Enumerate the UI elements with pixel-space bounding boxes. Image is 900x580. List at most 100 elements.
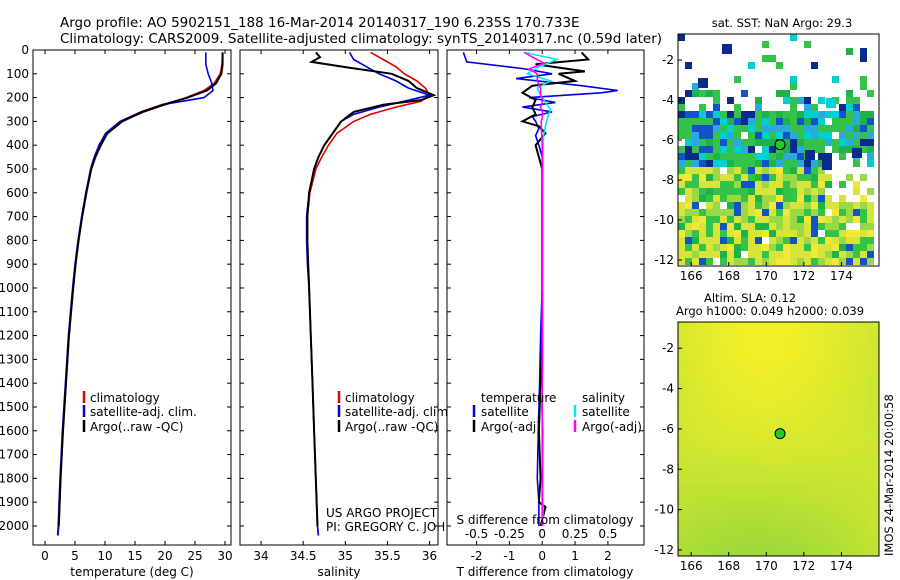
sla-cell [687,475,696,484]
sst-cell [797,139,804,146]
sla-cell [867,322,876,331]
sst-cell [762,195,769,202]
sst-cell [734,244,741,251]
sst-cell [804,97,811,104]
sst-cell [797,202,804,209]
sla-cell [777,331,786,340]
map-x-tick-label: 170 [755,269,778,283]
sla-cell [696,376,705,385]
sla-cell [831,403,840,412]
sla-cell [867,367,876,376]
sst-cell [685,237,692,244]
sst-cell [727,167,734,174]
sla-cell [696,511,705,520]
y-tick-label: 1700 [0,448,29,462]
sla-cell [741,349,750,358]
sst-cell [685,132,692,139]
sla-cell [678,529,687,538]
sla-cell [678,457,687,466]
sla-cell [795,331,804,340]
sst-cell [706,230,713,237]
sst-cell [713,132,720,139]
sla-cell [831,493,840,502]
sla-cell [813,367,822,376]
sla-cell [723,457,732,466]
sla-cell [813,484,822,493]
sst-cell [713,181,720,188]
sst-cell [685,146,692,153]
sst-cell [853,125,860,132]
sst-cell [755,118,762,125]
sla-cell [858,430,867,439]
map-y-tick-label: -6 [662,422,674,436]
sla-cell [795,412,804,421]
sla-cell [714,475,723,484]
sla-cell [768,385,777,394]
sla-cell [741,475,750,484]
sst-cell [811,111,818,118]
sst-cell [762,139,769,146]
sst-cell [852,148,862,158]
sla-cell [714,538,723,547]
sst-cell [839,230,846,237]
sla-cell [840,340,849,349]
sla-cell [687,331,696,340]
sla-cell [714,403,723,412]
sst-cell [860,237,867,244]
sst-cell [755,153,762,160]
sst-cell [734,104,741,111]
sla-cell [813,322,822,331]
sla-cell [849,439,858,448]
sla-cell [867,331,876,340]
sst-cell [825,195,832,202]
x-tick-label: 0 [41,549,49,563]
sla-cell [759,511,768,520]
sst-cell [867,139,874,146]
sst-cell [755,132,762,139]
temperature-panel: 0100200300400500600700800900100011001200… [0,43,233,579]
sst-cell [797,174,804,181]
sst-cell [846,230,853,237]
sla-cell [741,376,750,385]
sla-cell [786,367,795,376]
sst-cell [692,237,699,244]
sla-cell [822,475,831,484]
sla-cell [813,538,822,547]
sst-cell [678,223,685,230]
sst-cell [804,209,811,216]
sst-cell [678,230,685,237]
sst-cell [706,139,713,146]
sst-cell [839,258,846,265]
sla-cell [759,466,768,475]
sla-cell [840,394,849,403]
sst-cell [826,98,836,108]
sla-cell [696,484,705,493]
sla-cell [723,538,732,547]
sla-cell [678,448,687,457]
sla-cell [768,412,777,421]
sst-cell [811,62,818,69]
sla-cell [777,439,786,448]
map-y-tick-label: -10 [654,503,674,517]
sla-cell [750,448,759,457]
sla-cell [714,340,723,349]
sst-cell [762,55,769,62]
sla-cell [759,457,768,466]
sla-cell [750,484,759,493]
sla-cell [795,457,804,466]
argo-float-marker [774,139,786,151]
sla-cell [768,421,777,430]
sst-cell [706,237,713,244]
map-x-tick-label: 172 [792,269,815,283]
map-x-tick-label: 168 [717,269,740,283]
sst-cell [839,216,846,223]
sst-cell [790,76,797,83]
sst-cell [832,139,839,146]
sst-cell [822,160,832,170]
sla-cell [840,376,849,385]
sla-cell [759,331,768,340]
sla-map-axes: 166 168 170 172 174 -2 -4 -6 -8 -10 -12 [654,341,852,573]
sla-cell [795,349,804,358]
sst-cell [699,125,706,132]
sst-cell [685,258,692,265]
